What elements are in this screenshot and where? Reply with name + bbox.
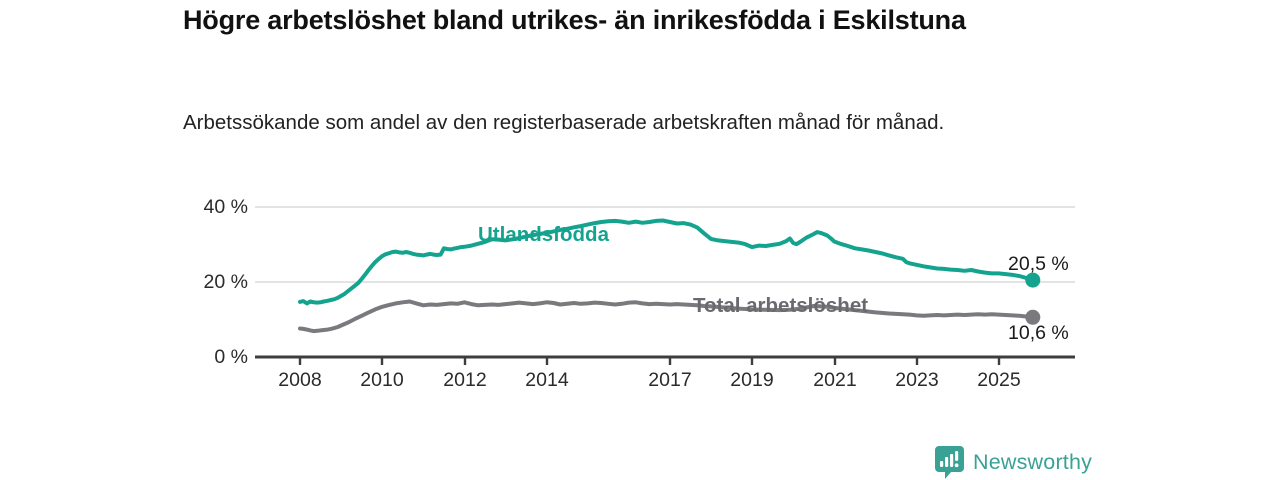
series-label-total-arbetsloshet: Total arbetslöshet xyxy=(693,294,868,317)
x-axis-label: 2017 xyxy=(648,369,691,391)
series-layer xyxy=(298,218,1041,334)
y-axis-label-20: 20 % xyxy=(204,271,248,293)
y-axis-label-0: 0 % xyxy=(214,346,248,368)
x-axis-label: 2008 xyxy=(278,369,321,391)
x-axis-labels: 2008 2010 2012 2014 2017 2019 2021 2023 … xyxy=(278,369,1021,391)
y-axis-label-40: 40 % xyxy=(204,196,248,218)
series-line-utlandsfodda xyxy=(298,218,1035,306)
x-axis-label: 2023 xyxy=(895,369,938,391)
y-axis-labels: 0 % 20 % 40 % xyxy=(204,196,248,368)
x-axis-ticks xyxy=(298,358,1001,365)
end-dot-utlandsfodda xyxy=(1025,272,1041,288)
end-dot-total-arbetsloshet xyxy=(1025,309,1041,325)
newsworthy-brand-text: Newsworthy xyxy=(973,450,1093,474)
end-value-utlandsfodda: 20,5 % xyxy=(1008,253,1069,275)
x-axis-label: 2014 xyxy=(525,369,569,391)
x-axis-label: 2025 xyxy=(977,369,1021,391)
x-axis-label: 2021 xyxy=(813,369,856,391)
newsworthy-logo-icon xyxy=(935,446,964,479)
x-axis-label: 2019 xyxy=(730,369,773,391)
page-subtitle: Arbetssökande som andel av den registerb… xyxy=(183,111,945,134)
series-line-total-arbetsloshet xyxy=(298,299,1035,334)
x-axis-label: 2010 xyxy=(360,369,404,391)
series-label-utlandsfodda: Utlandsfödda xyxy=(478,223,610,246)
end-value-total-arbetsloshet: 10,6 % xyxy=(1008,322,1069,344)
newsworthy-branding: Newsworthy xyxy=(935,446,1092,479)
page-title: Högre arbetslöshet bland utrikes- än inr… xyxy=(183,5,966,35)
x-axis-label: 2012 xyxy=(443,369,486,391)
gridlines xyxy=(255,206,1075,283)
